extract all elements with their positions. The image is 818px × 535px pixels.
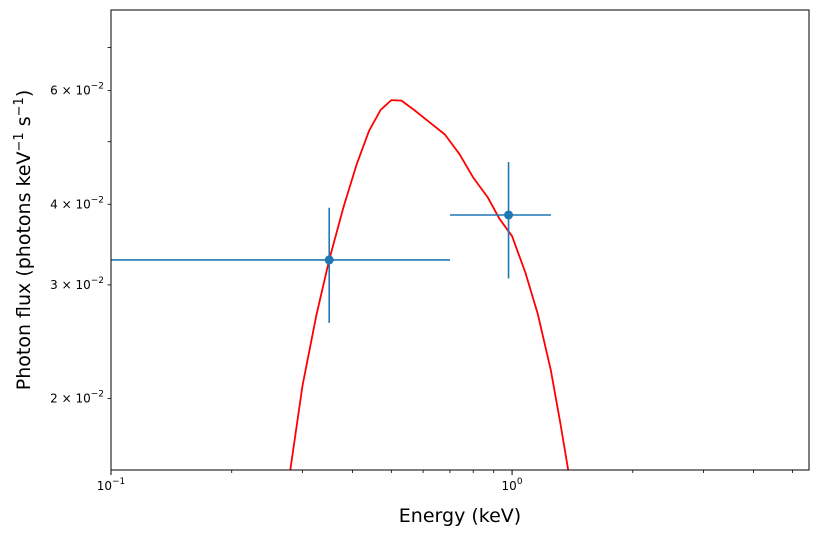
y-axis-title-mid: s [13, 116, 35, 132]
model-layer [289, 99, 570, 470]
y-axis-title-exp1: −1 [12, 132, 27, 151]
y-tick-label-3: 4 × 10−2 [50, 195, 104, 211]
data-point-2 [449, 162, 551, 279]
y-tick-label-4: 6 × 10−2 [50, 82, 104, 98]
x-tick-label-1: 10−1 [97, 477, 126, 493]
data-marker [324, 255, 334, 265]
y-tick-label-1: 2 × 10−2 [50, 390, 104, 406]
y-axis-title-exp2: −1 [12, 97, 27, 116]
data-marker [504, 210, 514, 220]
y-axis-title-main: Photon flux (photons keV [13, 151, 35, 390]
model-curve [289, 99, 570, 470]
y-axis-title-end: ) [13, 90, 35, 97]
data-point-1 [111, 207, 450, 323]
ticks-layer: 10−1 100 2 × 10−2 3 × 10−2 4 × 10−2 6 × 10−2 [50, 47, 793, 493]
x-tick-label-2: 100 [502, 477, 523, 493]
plot-frame [110, 9, 810, 471]
y-tick-label-2: 3 × 10−2 [50, 276, 104, 292]
x-axis-title: Energy (keV) [399, 505, 521, 527]
data-layer [111, 162, 551, 323]
y-axis-title: Photon flux (photons keV−1 s−1) [12, 90, 35, 391]
